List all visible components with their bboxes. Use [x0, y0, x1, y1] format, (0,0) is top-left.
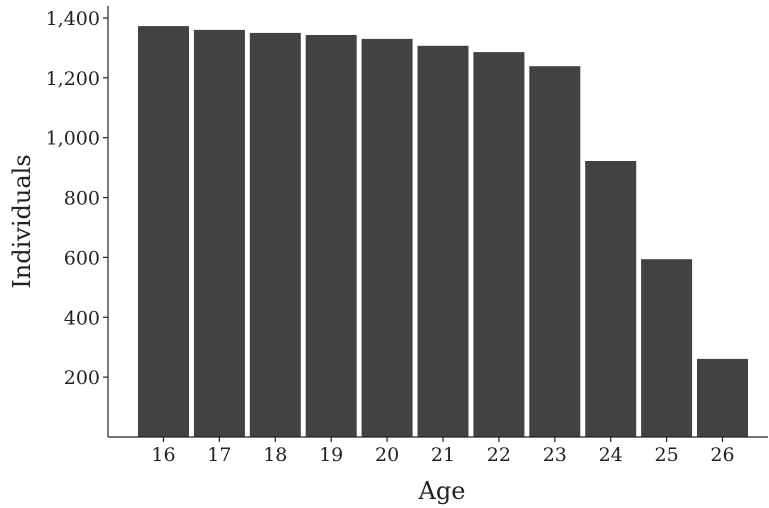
x-tick-label: 23 [543, 444, 567, 466]
bar-26 [697, 358, 748, 437]
x-tick-label: 24 [599, 444, 623, 466]
bar-20 [361, 38, 413, 438]
bar-16 [138, 26, 189, 437]
bar-24 [585, 161, 637, 437]
y-tick-label: 200 [64, 367, 100, 389]
bar-22 [473, 52, 525, 437]
x-tick-label: 19 [319, 444, 343, 466]
x-tick-label: 18 [263, 444, 287, 466]
x-tick-label: 17 [207, 444, 231, 466]
x-tick-label: 20 [375, 444, 399, 466]
bars-group [138, 26, 748, 438]
y-tick-label: 600 [64, 247, 100, 269]
x-tick-label: 16 [151, 444, 175, 466]
y-tick-label: 1,400 [46, 8, 100, 30]
x-axis: 16 17 18 19 20 21 22 23 24 25 26 [108, 436, 768, 466]
bar-23 [529, 66, 581, 437]
x-tick-label: 25 [655, 444, 679, 466]
x-tick-label: 22 [487, 444, 511, 466]
x-tick-label: 21 [431, 444, 455, 466]
y-tick-label: 1,000 [46, 128, 100, 150]
bar-25 [641, 259, 693, 437]
x-tick-label: 26 [710, 444, 734, 466]
y-tick-label: 400 [64, 307, 100, 329]
y-axis-title: Individuals [8, 154, 36, 288]
y-axis: 200 400 600 800 1,000 1,200 1,400 [46, 6, 109, 437]
y-tick-label: 1,200 [46, 68, 100, 90]
bar-18 [249, 32, 301, 438]
x-axis-title: Age [418, 477, 466, 505]
bar-19 [305, 35, 357, 437]
bar-21 [417, 45, 469, 438]
y-tick-label: 800 [64, 188, 100, 210]
bar-17 [193, 29, 245, 438]
